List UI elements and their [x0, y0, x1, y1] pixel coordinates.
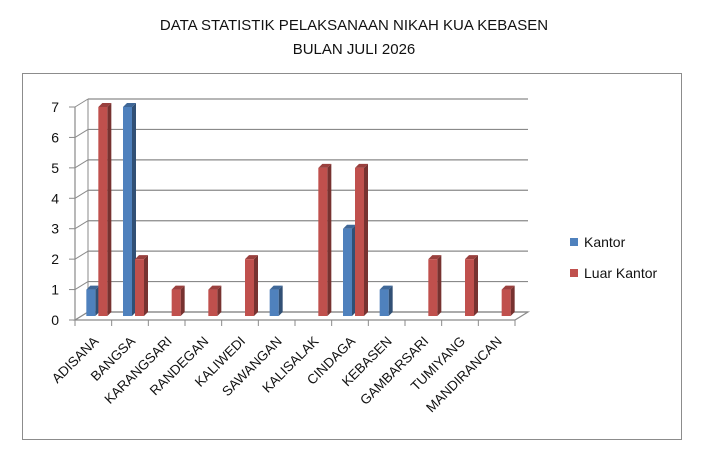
legend-label-kantor: Kantor	[584, 234, 626, 250]
legend-item-kantor: Kantor	[570, 234, 625, 250]
bar-kantor-top-bangsa	[123, 103, 136, 107]
gridline-side	[74, 98, 89, 108]
bar-kantor-adisana	[86, 289, 96, 316]
y-tick-label: 5	[51, 160, 59, 176]
legend-swatch-luar-kantor	[570, 269, 578, 277]
gridline-side	[74, 250, 89, 260]
bar-luar-kantor-adisana	[98, 107, 108, 316]
bar-luar-kantor-top-kaliwedi	[245, 255, 258, 260]
bar-luar-kantor-karangsari	[171, 289, 181, 316]
legend-label-luar-kantor: Luar Kantor	[584, 265, 658, 281]
bar-luar-kantor-kaliwedi	[245, 259, 254, 316]
bar-luar-kantor-top-tumiyang	[465, 255, 478, 260]
bar-kantor-top-kebasen	[379, 285, 393, 290]
bar-luar-kantor-cindaga	[355, 167, 364, 316]
bar-kantor-side-sawangan	[278, 285, 283, 316]
bar-luar-kantor-tumiyang	[465, 259, 474, 316]
bar-kantor-top-cindaga	[343, 224, 356, 229]
gridline-side	[74, 129, 89, 138]
bar-kantor-bangsa	[123, 107, 132, 316]
gridline-side	[74, 281, 89, 290]
chart-subtitle: BULAN JULI 2026	[292, 41, 416, 58]
bar-luar-kantor-side-kaliwedi	[254, 255, 258, 316]
bar-luar-kantor-top-karangsari	[171, 285, 185, 290]
bar-luar-kantor-top-bangsa	[135, 255, 148, 260]
bar-luar-kantor-randegan	[208, 289, 218, 316]
y-tick-label: 7	[51, 99, 59, 115]
bar-luar-kantor-bangsa	[135, 259, 144, 316]
bar-luar-kantor-side-randegan	[217, 285, 222, 316]
y-tick-label: 1	[51, 282, 59, 298]
bar-kantor-cindaga	[343, 228, 352, 316]
y-tick-label: 6	[51, 129, 59, 145]
bar-luar-kantor-top-mandirancan	[501, 285, 515, 290]
chart-title: DATA STATISTIK PELAKSANAAN NIKAH KUA KEB…	[159, 17, 549, 34]
bar-luar-kantor-top-cindaga	[355, 163, 368, 168]
bar-kantor-sawangan	[269, 289, 279, 316]
bar-luar-kantor-side-gambarsari	[437, 255, 442, 316]
y-tick-label: 4	[51, 190, 59, 206]
bar-luar-kantor-side-mandirancan	[510, 285, 515, 316]
bar-luar-kantor-side-karangsari	[180, 285, 185, 316]
y-tick-label: 3	[51, 221, 59, 237]
bar-kantor-top-sawangan	[269, 285, 283, 290]
legend-swatch-kantor	[570, 238, 578, 246]
y-tick-label: 0	[51, 312, 59, 328]
bar-luar-kantor-mandirancan	[501, 289, 511, 316]
bar-luar-kantor-side-kalisalak	[327, 163, 332, 316]
bar-kantor-top-adisana	[86, 285, 100, 290]
bar-luar-kantor-kalisalak	[318, 167, 328, 316]
bar-luar-kantor-top-kalisalak	[318, 163, 332, 168]
gridline-side	[74, 220, 89, 230]
bar-luar-kantor-side-cindaga	[364, 163, 368, 316]
bar-luar-kantor-top-randegan	[208, 285, 222, 290]
chart-frame	[22, 73, 682, 440]
legend-item-luar-kantor: Luar Kantor	[570, 265, 657, 281]
bar-kantor-kebasen	[379, 289, 389, 316]
gridline-side	[74, 159, 89, 169]
bar-kantor-side-kebasen	[388, 285, 393, 316]
bar-luar-kantor-side-adisana	[107, 103, 112, 316]
bar-luar-kantor-top-gambarsari	[428, 255, 442, 260]
bar-luar-kantor-gambarsari	[428, 259, 438, 316]
bar-luar-kantor-side-tumiyang	[474, 255, 478, 316]
gridline-side	[74, 189, 89, 199]
bar-luar-kantor-side-bangsa	[144, 255, 148, 316]
bar-luar-kantor-top-adisana	[98, 103, 112, 107]
y-tick-label: 2	[51, 251, 59, 267]
